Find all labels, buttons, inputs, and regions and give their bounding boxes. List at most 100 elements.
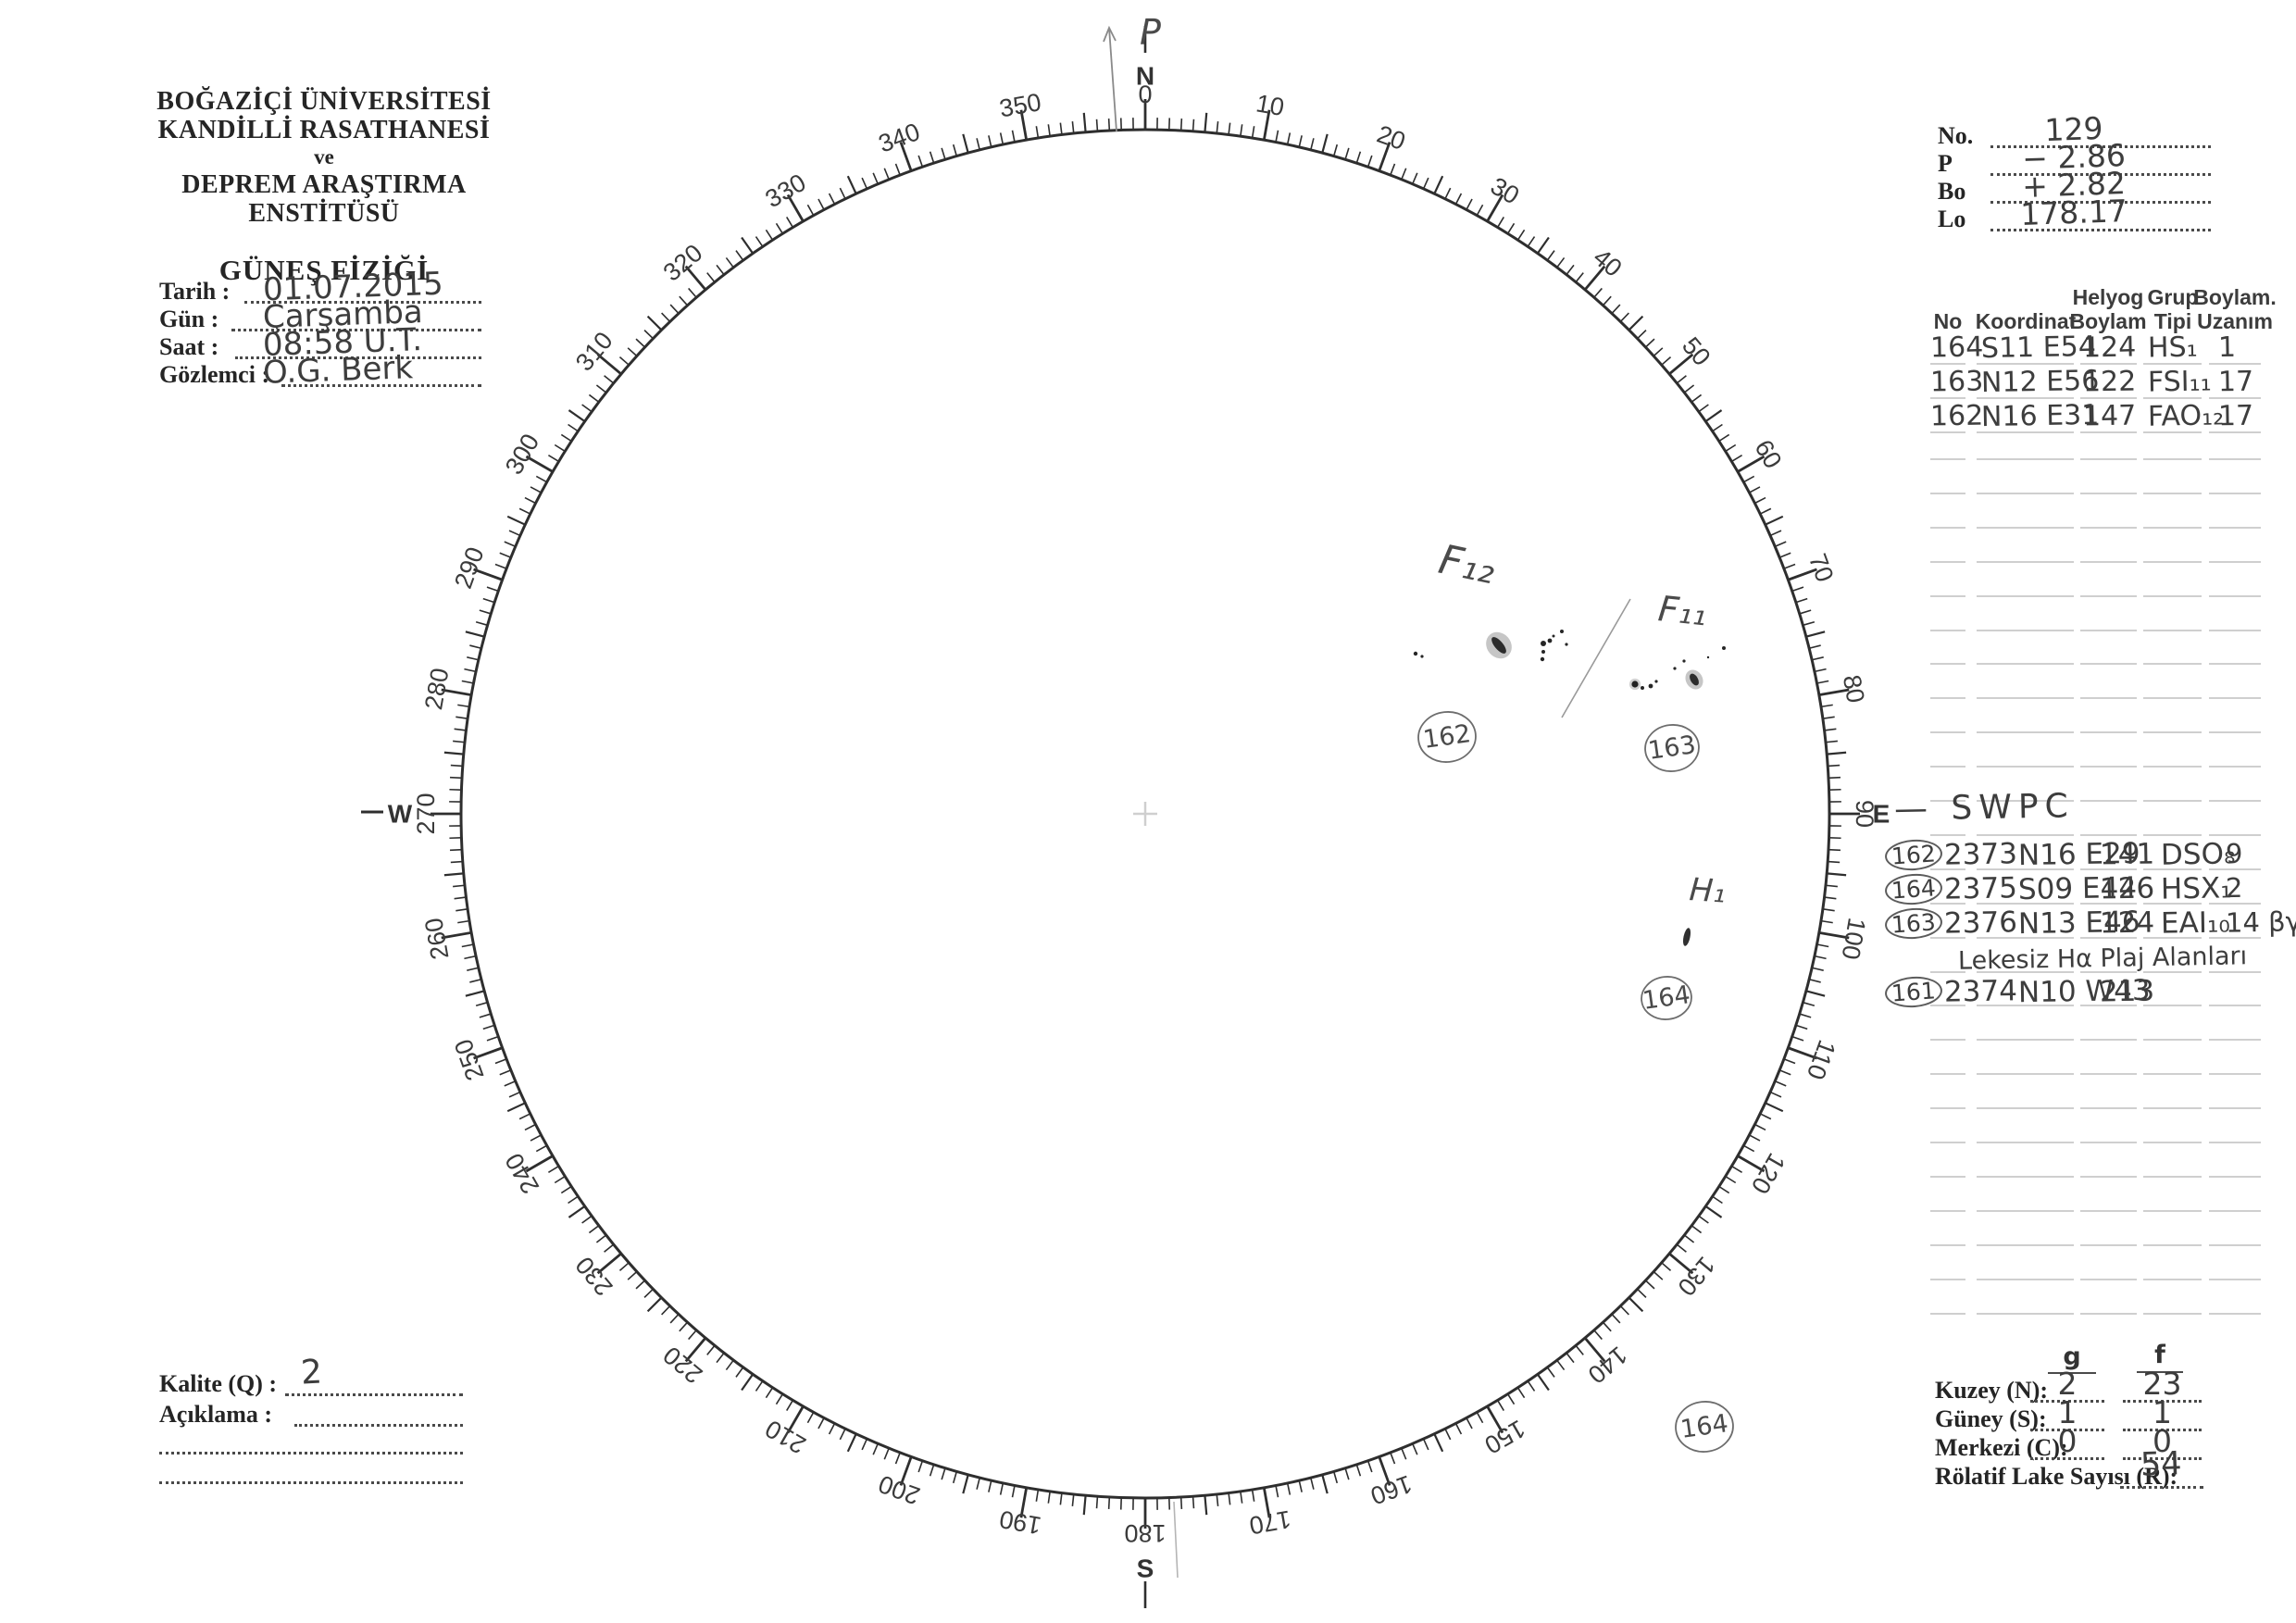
degree-tick (1059, 1492, 1063, 1505)
degree-tick (1742, 1144, 1755, 1153)
degree-tick (1251, 1489, 1255, 1502)
degree-tick (518, 507, 531, 515)
degree-tick (786, 216, 794, 228)
table-ruled-line (2143, 1107, 2202, 1109)
table-ruled-line (2143, 731, 2202, 733)
table-ruled-line (2209, 630, 2261, 631)
table-ruled-line (1977, 1244, 2074, 1246)
degree-tick (1818, 688, 1850, 697)
ephemeris-label: Lo (1938, 206, 1966, 232)
degree-label: 180 (1124, 1519, 1166, 1547)
degree-tick (1071, 121, 1075, 134)
counts-col-header-g: g (2063, 1342, 2081, 1371)
relative-number-label: Rölatif Lake Sayısı (R): (1935, 1463, 2178, 1490)
swpc-group-circled: 161 (1883, 974, 1943, 1010)
degree-tick (1390, 1452, 1396, 1465)
table-ruled-line (1930, 663, 1965, 665)
degree-tick (735, 250, 744, 261)
degree-tick (618, 356, 630, 366)
degree-tick (530, 486, 542, 493)
swpc-noaa: 2375 (1943, 871, 2018, 906)
degree-tick (454, 728, 467, 731)
degree-tick (1047, 1491, 1051, 1504)
sunspot-dot (1673, 667, 1677, 670)
counts-row-label: Güney (S): (1935, 1405, 2047, 1432)
table-ruled-line (1977, 1279, 2074, 1280)
obs-field-label: Saat : (159, 333, 219, 360)
degree-tick (1778, 552, 1791, 558)
degree-tick (1754, 1123, 1766, 1131)
swpc-group-number: 161 (1883, 974, 1943, 1010)
group-number-circle (1644, 724, 1700, 772)
institution-line: DEPREM ARAŞTIRMA ENSTİTÜSÜ (181, 170, 467, 228)
table-ruled-line (1930, 697, 1965, 699)
table-ruled-line (2209, 397, 2261, 399)
counts-row-label: Kuzey (N): (1935, 1377, 2049, 1404)
degree-tick (618, 1262, 630, 1271)
degree-tick (1536, 236, 1550, 255)
ephemeris-dots (1990, 226, 2211, 231)
degree-tick (1355, 1464, 1362, 1477)
degree-tick (1496, 1400, 1504, 1412)
table-ruled-line (2209, 971, 2261, 973)
swpc-note: Lekesiz Hα Plaj Alanları (1957, 942, 2248, 976)
degree-tick (525, 455, 554, 473)
table-header: No (1933, 309, 1963, 333)
degree-tick (461, 943, 474, 948)
table-header: Uzanım (2197, 309, 2273, 333)
degree-tick (1822, 716, 1835, 719)
degree-tick (716, 264, 725, 276)
swpc-group-number: 162 (1883, 837, 1943, 873)
degree-tick (1298, 135, 1303, 148)
table-ruled-line (2143, 1073, 2202, 1075)
table-ruled-line (2143, 1210, 2202, 1212)
remarks-dots (294, 1421, 463, 1427)
degree-tick (596, 1252, 622, 1275)
table-ruled-line (1930, 630, 1965, 631)
degree-tick (1769, 530, 1782, 537)
table-cell: 164 (1929, 331, 1984, 365)
degree-tick (1668, 1252, 1694, 1275)
degree-tick (1035, 1489, 1040, 1502)
degree-tick (1644, 338, 1655, 348)
table-ruled-line (2209, 1313, 2261, 1315)
table-ruled-line (1930, 1210, 1965, 1212)
degree-tick (962, 133, 969, 154)
table-ruled-line (2080, 363, 2137, 365)
degree-tick (1653, 347, 1664, 357)
obs-field-dots (235, 354, 481, 359)
sunspot-umbra (1682, 928, 1691, 946)
table-ruled-line (2143, 697, 2202, 699)
table-ruled-line (1930, 1279, 1965, 1280)
degree-label: 0 (1138, 81, 1152, 108)
degree-tick (1825, 740, 1838, 743)
degree-tick (828, 193, 836, 205)
degree-tick (1566, 1352, 1575, 1364)
degree-tick (1803, 1001, 1816, 1007)
degree-tick (482, 597, 495, 604)
degree-tick (1286, 1482, 1292, 1495)
table-ruled-line (1977, 1107, 2074, 1109)
quality-value: 2 (299, 1353, 323, 1392)
degree-tick (1602, 295, 1612, 306)
degree-tick (1527, 236, 1536, 247)
table-ruled-line (1930, 800, 1965, 802)
table-ruled-line (1977, 397, 2074, 399)
degree-tick (1653, 1270, 1664, 1280)
sunspot-dot (1420, 655, 1424, 658)
degree-tick (595, 384, 607, 393)
degree-tick (494, 563, 507, 569)
degree-tick (475, 620, 488, 627)
degree-tick (817, 198, 825, 210)
table-ruled-line (1977, 363, 2074, 365)
table-ruled-line (1930, 937, 1965, 939)
degree-tick (1179, 1496, 1183, 1510)
degree-tick (1676, 1243, 1687, 1253)
degree-tick (1059, 122, 1063, 135)
table-ruled-line (1930, 527, 1965, 529)
swpc-tip: HSX₁ (2160, 871, 2232, 906)
degree-tick (560, 1185, 572, 1194)
degree-tick (1228, 1492, 1231, 1505)
table-cell: 17 (2217, 399, 2254, 433)
table-ruled-line (1930, 397, 1965, 399)
